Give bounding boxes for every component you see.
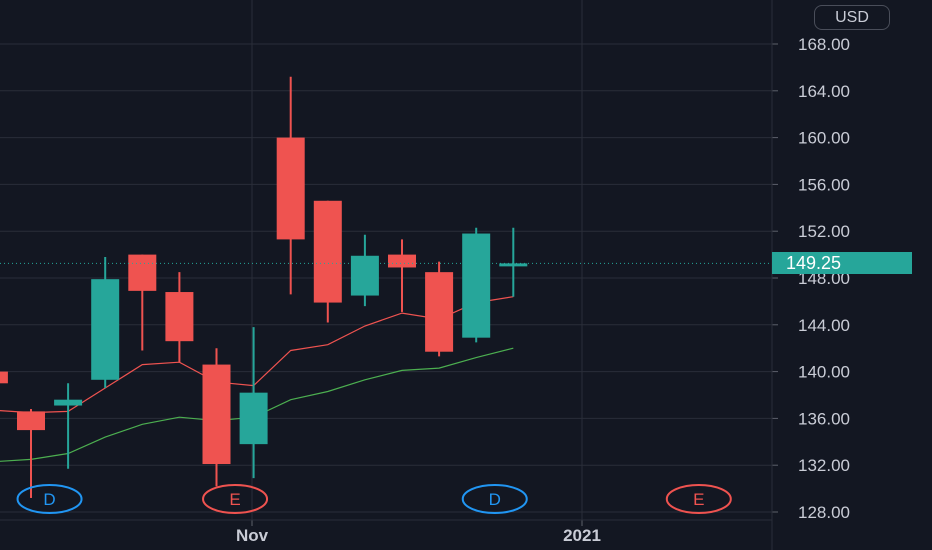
event-marker[interactable] — [461, 484, 528, 514]
y-tick-label: 128.00 — [798, 503, 850, 522]
y-tick-label: 140.00 — [798, 363, 850, 382]
event-marker[interactable] — [16, 484, 83, 514]
candle-body[interactable] — [0, 371, 8, 384]
candle-body[interactable] — [17, 411, 45, 431]
event-marker[interactable] — [202, 484, 269, 514]
last-price-tag: 149.25 — [772, 252, 912, 274]
y-tick-label: 132.00 — [798, 456, 850, 475]
candle-body[interactable] — [54, 399, 83, 406]
ma-slow-line — [0, 347, 514, 463]
candle-body[interactable] — [313, 200, 342, 303]
event-marker[interactable] — [665, 484, 732, 514]
candle-body[interactable] — [165, 292, 194, 342]
y-tick-label: 156.00 — [798, 175, 850, 194]
x-tick-label: 2021 — [563, 526, 601, 545]
y-tick-label: 168.00 — [798, 35, 850, 54]
event-marker-label: E — [229, 490, 240, 509]
event-marker-label: E — [693, 490, 704, 509]
currency-button[interactable]: USD — [814, 5, 890, 30]
ma-fast-line — [0, 296, 514, 414]
candle-body[interactable] — [128, 254, 157, 291]
candle-body[interactable] — [462, 233, 491, 338]
candle-body[interactable] — [276, 137, 305, 240]
y-tick-label: 164.00 — [798, 82, 850, 101]
y-tick-label: 144.00 — [798, 316, 850, 335]
y-tick-label: 160.00 — [798, 129, 850, 148]
event-marker-label: D — [43, 490, 55, 509]
candle-body[interactable] — [202, 364, 231, 465]
x-tick-label: Nov — [236, 526, 269, 545]
y-tick-label: 152.00 — [798, 222, 850, 241]
candle-body[interactable] — [499, 263, 528, 267]
candle-body[interactable] — [91, 279, 120, 380]
candle-body[interactable] — [239, 392, 268, 445]
y-tick-label: 136.00 — [798, 409, 850, 428]
event-marker-label: D — [489, 490, 501, 509]
candle-body[interactable] — [350, 255, 379, 296]
candle-body[interactable] — [425, 272, 454, 352]
candle-body[interactable] — [388, 254, 416, 268]
